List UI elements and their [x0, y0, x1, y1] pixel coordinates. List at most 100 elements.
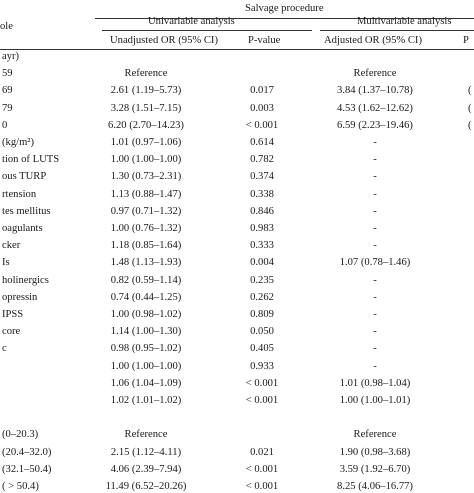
unadjusted-or-cell: 1.06 (1.04–1.09): [110, 377, 182, 389]
unadjusted-or-cell: 11.49 (6.52–20.26): [105, 481, 187, 492]
p-value-cell: 0.235: [250, 274, 274, 286]
p-value-cell-2: (: [468, 102, 472, 114]
unadjusted-or-cell: 1.00 (0.98–1.02): [110, 309, 182, 320]
p-value-cell: 0.333: [250, 240, 274, 252]
row-label: 69: [2, 85, 13, 97]
unadjusted-or-cell: 0.74 (0.44–1.25): [110, 291, 182, 303]
unadjusted-or-cell: 1.30 (0.73–2.31): [110, 171, 182, 183]
p-value-header-2: P: [463, 35, 469, 46]
unadjusted-or-cell: 3.28 (1.51–7.15): [110, 102, 182, 114]
unadjusted-or-cell: 0.98 (0.95–1.02): [110, 343, 182, 355]
p-value-cell: 0.021: [250, 446, 274, 458]
p-value-cell: < 0.001: [245, 377, 279, 389]
univariable-underline: [102, 30, 312, 31]
adjusted-or-cell: Reference: [353, 429, 397, 441]
unadjusted-or-cell: 2.61 (1.19–5.73): [110, 85, 182, 97]
p-value-cell: 0.405: [250, 343, 274, 355]
p-value-cell: 0.933: [250, 360, 274, 372]
row-label: (32.1–50.4): [2, 463, 52, 475]
multivariable-header: Multivariable analysis: [357, 16, 452, 27]
p-value-cell-2: (: [468, 85, 472, 97]
p-value-cell: < 0.001: [245, 119, 279, 131]
adjusted-or-cell: 1.01 (0.98–1.04): [339, 377, 411, 389]
unadjusted-or-cell: 1.00 (1.00–1.00): [110, 154, 182, 166]
unadjusted-or-cell: 1.13 (0.88–1.47): [110, 188, 182, 200]
unadjusted-or-cell: 1.14 (1.00–1.30): [110, 326, 182, 338]
row-label: (20.4–32.0): [2, 446, 52, 458]
row-label: core: [2, 326, 21, 338]
p-value-cell: < 0.001: [245, 395, 279, 406]
p-value-cell: 0.614: [250, 137, 274, 148]
row-label: IPSS: [2, 309, 24, 320]
p-value-cell: < 0.001: [245, 481, 279, 492]
row-label: tes mellitus: [2, 205, 51, 217]
p-value-cell: 0.983: [250, 223, 274, 234]
header-bottom-rule: [0, 49, 474, 50]
adjusted-or-cell: -: [373, 291, 377, 303]
row-label: Is: [2, 257, 10, 269]
adjusted-or-cell: -: [373, 223, 377, 234]
adjusted-or-cell: -: [373, 188, 377, 200]
row-label: ayr): [2, 51, 20, 62]
unadjusted-or-cell: 4.06 (2.39–7.94): [110, 463, 182, 475]
p-value-cell: < 0.001: [245, 463, 279, 475]
p-value-cell: 0.050: [250, 326, 274, 338]
adjusted-or-cell: -: [373, 343, 377, 355]
adjusted-or-cell: 1.00 (1.00–1.01): [339, 395, 411, 406]
p-value-cell: 0.003: [250, 102, 274, 114]
salvage-procedure-title: Salvage procedure: [245, 3, 324, 14]
unadjusted-or-cell: 1.48 (1.13–1.93): [110, 257, 182, 269]
p-value-cell: 0.809: [250, 309, 274, 320]
adjusted-or-cell: -: [373, 360, 377, 372]
row-label: ous TURP: [2, 171, 47, 183]
row-label: cker: [2, 240, 21, 252]
adjusted-or-cell: 6.59 (2.23–19.46): [337, 119, 413, 131]
row-label: (0–20.3): [2, 429, 39, 441]
p-value-cell: 0.374: [250, 171, 274, 183]
row-label: opressin: [2, 291, 38, 303]
adjusted-or-cell: -: [373, 326, 377, 338]
adjusted-or-cell: 3.59 (1.92–6.70): [339, 463, 411, 475]
header-top-rule: [95, 18, 474, 19]
unadjusted-or-cell: 6.20 (2.70–14.23): [108, 119, 184, 131]
p-value-cell: 0.846: [250, 205, 274, 217]
adjusted-or-cell: -: [373, 154, 377, 166]
row-label: 0: [2, 119, 8, 131]
adjusted-or-cell: 3.84 (1.37–10.78): [337, 85, 413, 97]
p-value-header-1: P-value: [248, 35, 281, 46]
univariable-header: Univariable analysis: [148, 16, 235, 27]
unadjusted-or-cell: Reference: [124, 429, 168, 441]
adjusted-or-cell: 1.90 (0.98–3.68): [339, 446, 411, 458]
p-value-cell: 0.004: [250, 257, 274, 269]
p-value-cell: 0.017: [250, 85, 274, 97]
row-label: rtension: [2, 188, 37, 200]
row-label: (kg/m²): [2, 137, 35, 148]
row-label: oagulants: [2, 223, 43, 234]
multivariable-underline: [320, 30, 474, 31]
variable-column-header: ole: [0, 21, 13, 32]
unadjusted-or-cell: 0.82 (0.59–1.14): [110, 274, 182, 286]
adjusted-or-cell: Reference: [353, 68, 397, 80]
adjusted-or-header: Adjusted OR (95% CI): [324, 35, 422, 46]
p-value-cell-2: (: [468, 119, 472, 131]
adjusted-or-cell: -: [373, 137, 377, 148]
unadjusted-or-cell: 1.18 (0.85–1.64): [110, 240, 182, 252]
adjusted-or-cell: -: [373, 240, 377, 252]
row-label: holinergics: [2, 274, 49, 286]
p-value-cell: 0.782: [250, 154, 274, 166]
adjusted-or-cell: 8.25 (4.06–16.77): [337, 481, 413, 492]
adjusted-or-cell: 1.07 (0.78–1.46): [339, 257, 411, 269]
unadjusted-or-cell: 2.15 (1.12–4.11): [110, 446, 182, 458]
row-label: ( > 50.4): [2, 481, 39, 492]
row-label: 79: [2, 102, 13, 114]
adjusted-or-cell: -: [373, 309, 377, 320]
p-value-cell: 0.338: [250, 188, 274, 200]
row-label: c: [2, 343, 7, 355]
row-label: 59: [2, 68, 13, 80]
unadjusted-or-cell: 1.00 (0.76–1.32): [110, 223, 182, 234]
unadjusted-or-cell: Reference: [124, 68, 168, 80]
adjusted-or-cell: -: [373, 205, 377, 217]
unadjusted-or-header: Unadjusted OR (95% CI): [110, 35, 218, 46]
adjusted-or-cell: -: [373, 171, 377, 183]
unadjusted-or-cell: 1.01 (0.97–1.06): [110, 137, 182, 148]
